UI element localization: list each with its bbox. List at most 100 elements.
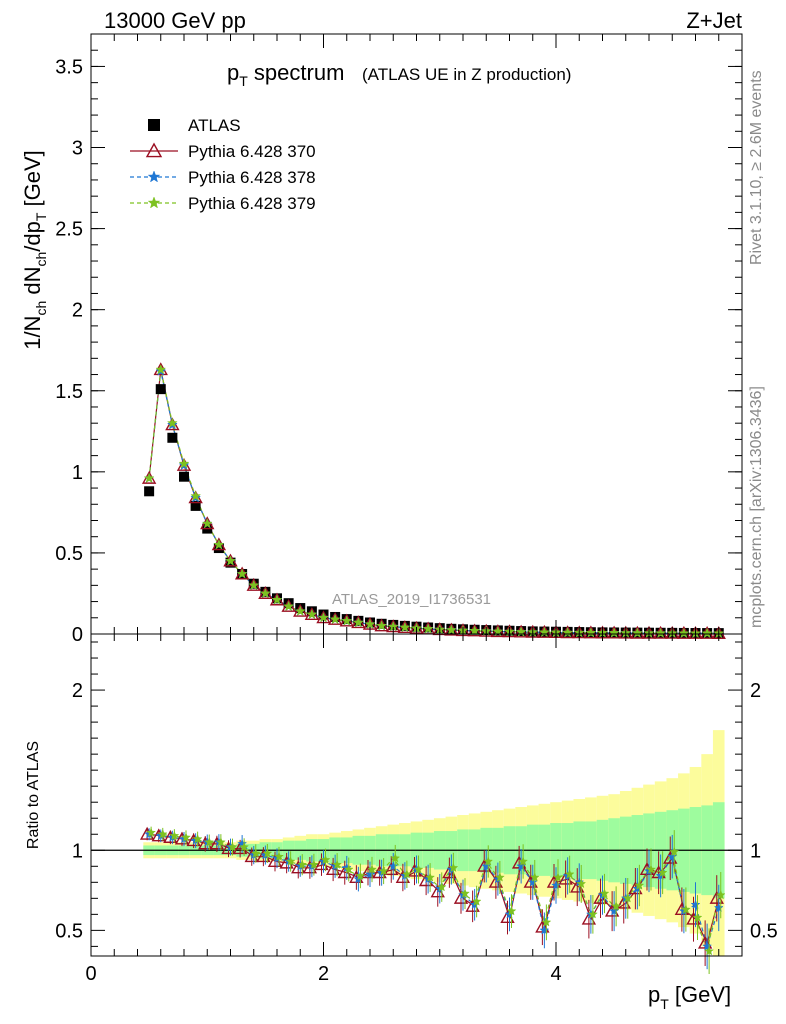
ratio-point-p379 [553,872,563,882]
x-tick-label: 4 [550,963,561,985]
atlas-point [144,486,155,497]
plot-title-p: p [227,60,239,85]
top-point-p379 [318,612,329,623]
top-y-tick-label: 2.5 [55,219,83,241]
top-y-tick-label: 3 [72,138,83,160]
top-point-p379 [422,623,434,634]
ratio-point-p378 [713,902,724,913]
ratio-point-p379 [657,867,668,877]
xlabel-unit: [GeV] [669,982,731,1007]
ratio-point-p379 [239,841,250,852]
top-point-p379 [608,627,620,638]
top-y-tick-label: 1.5 [55,381,83,403]
ratio-panel-axes: 0.5 0.5 1 1 2 2 0 2 4 [55,633,778,985]
top-point-p379 [352,616,364,628]
ratio-point-p379 [483,856,494,866]
ratio-point-p379 [576,878,587,889]
ratio-point-p379 [622,893,633,903]
ratio-point-p370 [616,895,631,909]
process-label: Z+Jet [686,8,742,33]
legend-label: Pythia 6.428 370 [188,142,316,161]
ratio-y-tick-label-right: 0.5 [750,920,778,942]
plot-title: pT spectrum [227,60,344,89]
plot-title-note: (ATLAS UE in Z production) [362,65,571,84]
ratio-point-p379 [599,888,610,898]
top-point-p379 [283,600,295,612]
legend: ATLAS Pythia 6.428 370 Pythia 6.428 378 Pyt… [130,116,316,213]
ratio-point-p379 [564,869,575,879]
top-point-p379 [178,457,190,469]
plot-title-sub: T [239,73,248,89]
ratio-point-p379 [704,945,715,956]
ratio-point-p379 [518,856,529,866]
top-point-p379 [143,472,155,483]
top-y-tick-label: 3.5 [55,56,83,78]
top-y-tick-label: 2 [72,300,83,322]
top-point-p379 [294,605,306,616]
ratio-point-p379 [425,872,436,882]
top-point-p379 [166,417,178,428]
ratio-point-p379 [587,909,598,919]
ratio-point-p379 [460,888,470,898]
top-point-p379 [271,594,283,605]
rivet-label: Rivet 3.1.10, ≥ 2.6M events [748,70,765,265]
ratio-y-tick-label-right: 1 [750,840,761,862]
ratio-point-p379 [529,872,540,882]
top-panel-axes: 0 0.5 1 1.5 2 2.5 3 3.5 [55,33,743,646]
top-point-p379 [341,615,353,626]
ratio-point-p379 [471,896,482,906]
top-point-p379 [329,613,341,625]
ratio-point-p378 [690,899,701,909]
ratio-point-p379 [401,869,412,879]
ratio-point-p379 [332,859,343,869]
atlas-point [179,471,189,482]
ylabel-sub-ch2: ch [33,252,49,267]
ratio-point-p378 [516,861,527,871]
top-point-p379 [701,627,713,639]
top-point-p379 [259,587,271,599]
energy-label: 13000 GeV pp [104,8,246,33]
ratio-y-label: Ratio to ATLAS [25,741,42,849]
legend-label: Pythia 6.428 378 [188,168,316,187]
ratio-point-p379 [506,905,517,916]
top-point-p379 [678,627,690,638]
ratio-point-p379 [181,832,191,842]
top-point-p379 [225,555,236,566]
ratio-point-p379 [715,889,726,900]
ratio-point-p379 [355,870,366,881]
ratio-point-p379 [169,830,180,841]
plot-title-rest: spectrum [248,60,345,85]
legend-marker-star [147,196,161,209]
ratio-point-p379 [378,865,389,876]
ylabel-1n: 1/N [20,316,45,350]
xlabel-p: p [648,982,660,1007]
ratio-point-p379 [367,864,377,874]
ratio-point-p379 [250,848,261,858]
ratio-point-p379 [634,880,645,890]
atlas-point [190,500,201,511]
ratio-point-p378 [539,925,550,935]
ratio-point-p378 [609,905,620,916]
top-point-p379 [469,625,481,636]
ratio-point-p379 [448,862,459,873]
ratio-y-tick-label: 2 [72,680,83,702]
top-point-p379 [655,627,667,638]
ratio-point-p379 [413,864,424,874]
ratio-y-tick-label: 0.5 [55,920,83,942]
x-tick-label: 0 [85,963,96,985]
ratio-point-p379 [494,872,505,882]
x-axis-label: pT [GeV] [648,982,731,1012]
ylabel-dp: /dp [20,221,45,252]
ratio-point-p378 [481,861,492,871]
ratio-point-p379 [669,846,680,857]
top-point-p379 [248,579,260,590]
ratio-y-tick-label: 1 [72,840,83,862]
top-point-p379 [190,490,202,501]
top-point-p379 [213,539,225,550]
top-point-p379 [631,627,643,638]
ratio-point-p379 [297,859,308,869]
atlas-point [213,543,224,554]
legend-label: ATLAS [188,116,241,135]
ratio-point-p379 [262,848,273,858]
top-y-tick-label: 1 [72,462,83,484]
